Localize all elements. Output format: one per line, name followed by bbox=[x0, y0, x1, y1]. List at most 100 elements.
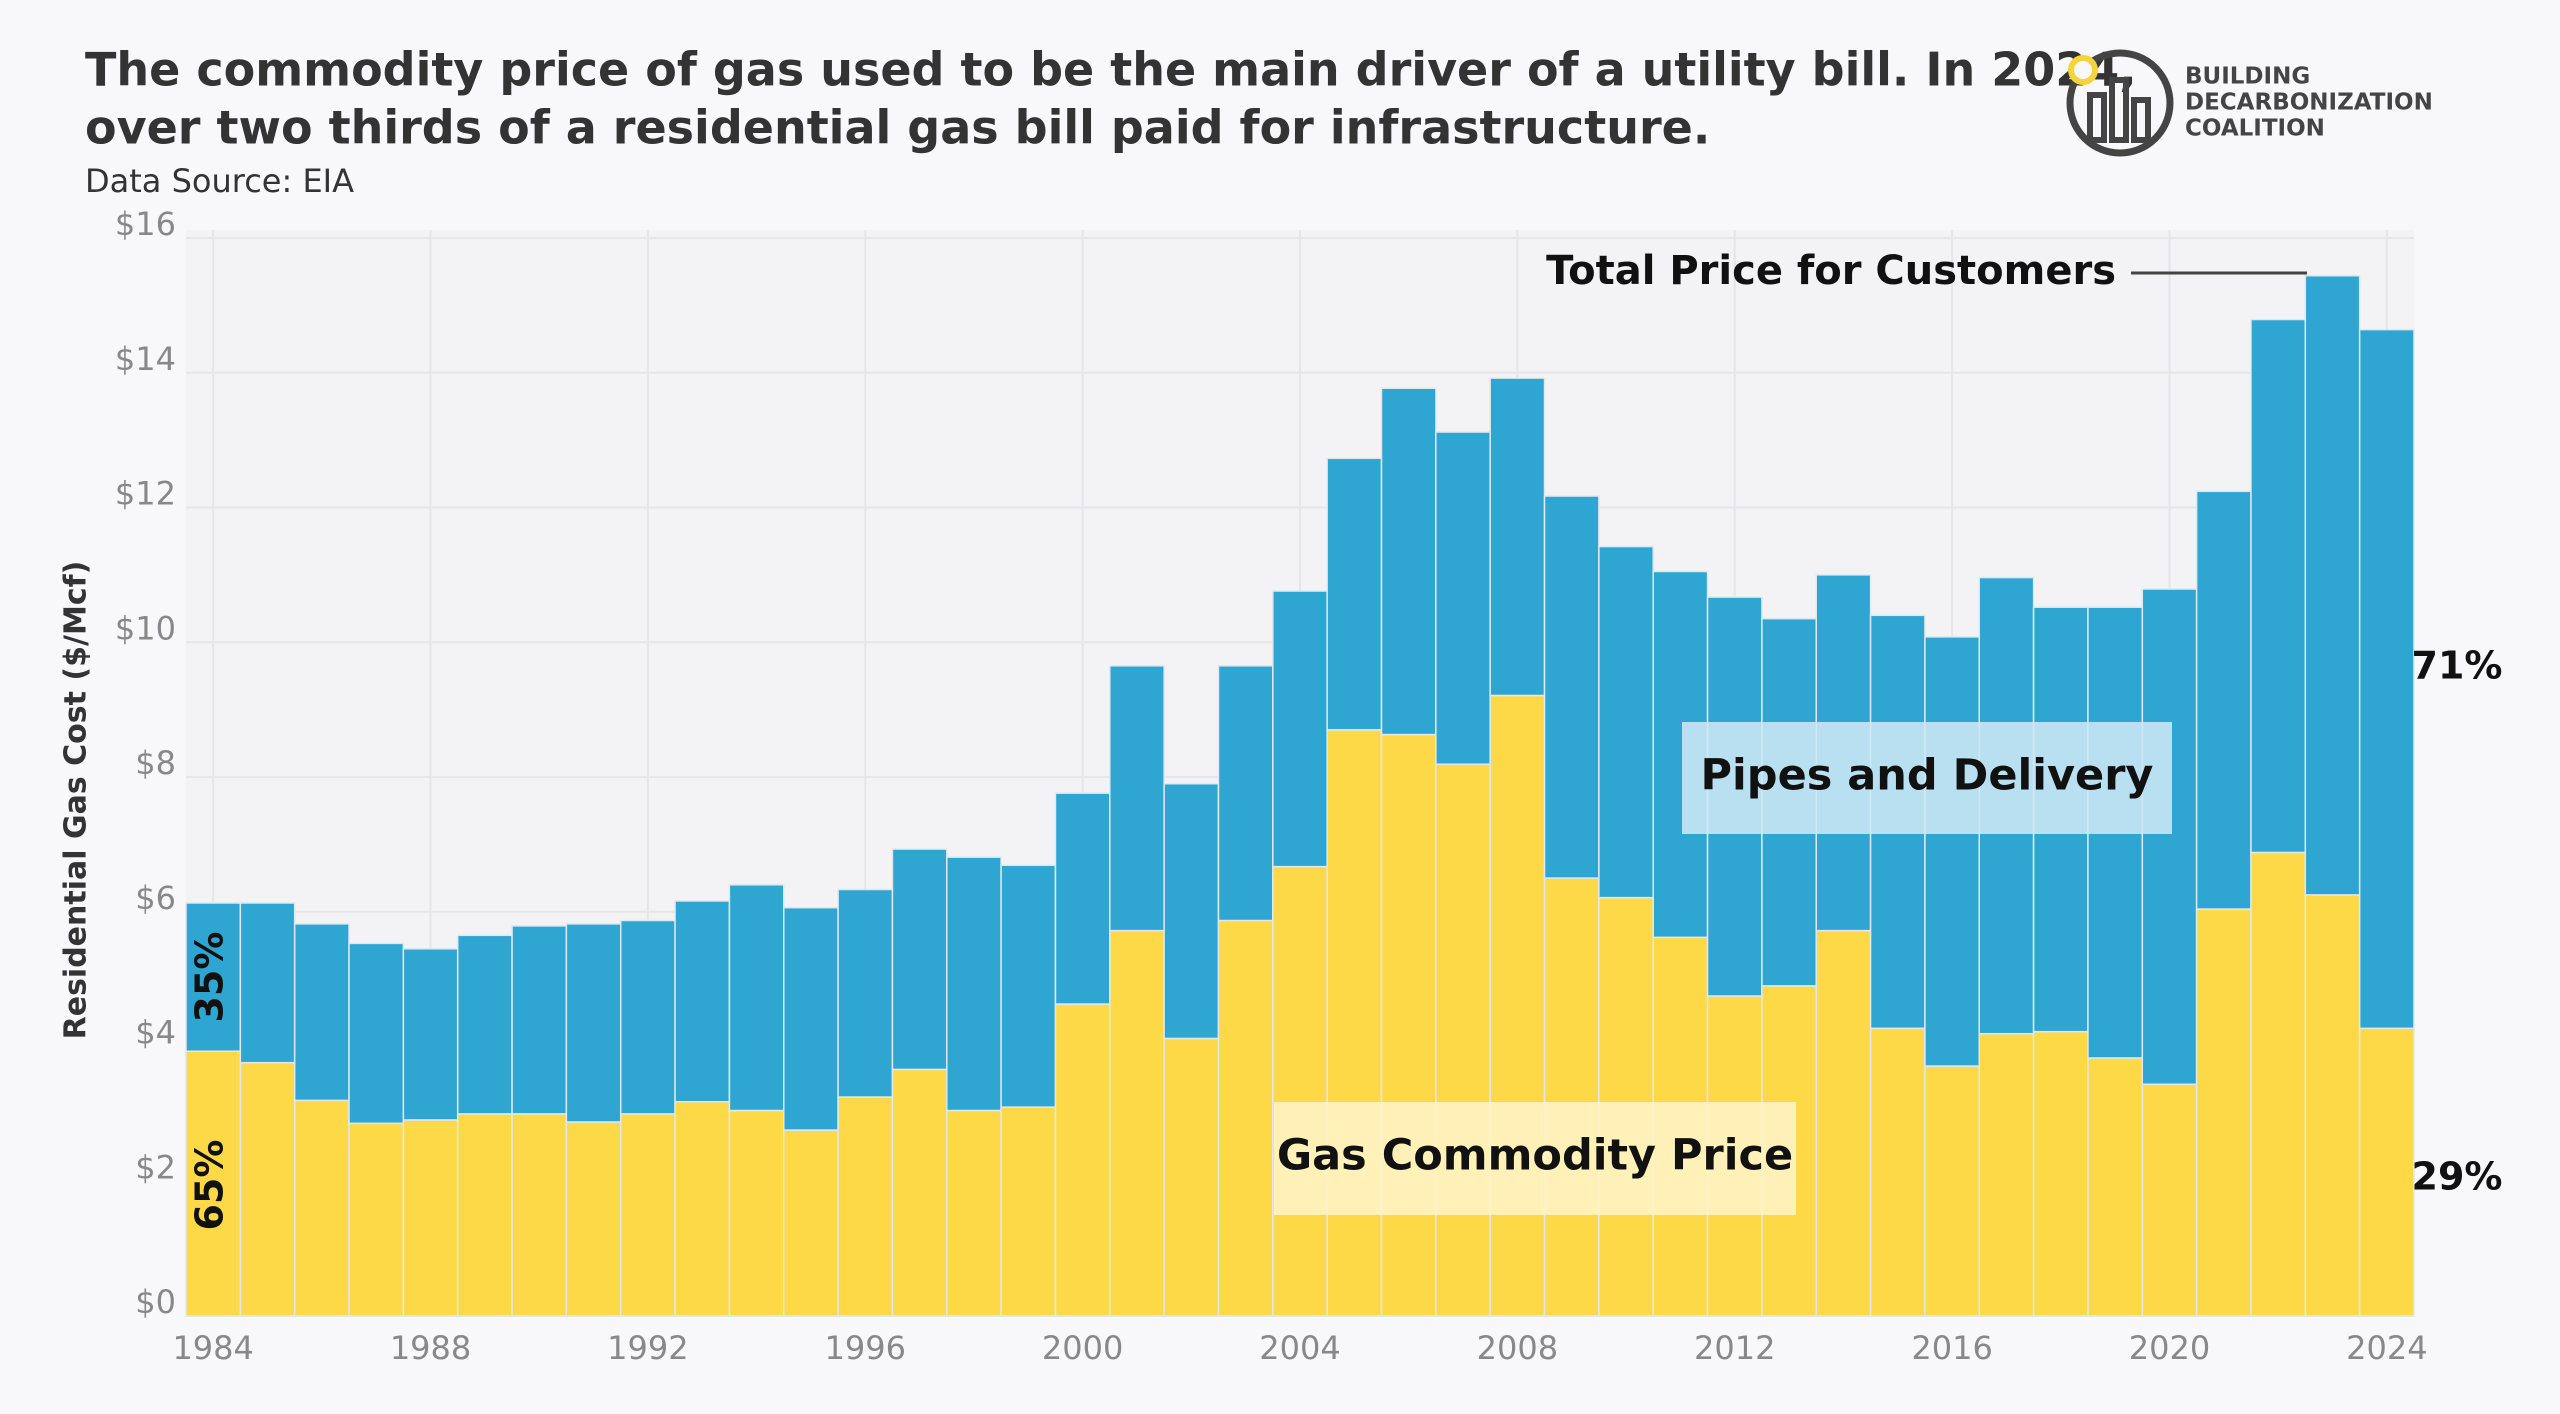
logo-shape bbox=[2087, 92, 2107, 143]
bar-segment bbox=[1272, 865, 1328, 1317]
bar-segment bbox=[837, 888, 894, 1098]
bar-segment bbox=[1000, 864, 1057, 1108]
bar-segment bbox=[1435, 763, 1491, 1317]
x-tick-label: 2000 bbox=[1042, 1329, 1123, 1367]
bar-segment bbox=[2195, 908, 2252, 1317]
bar-segment bbox=[783, 906, 839, 1131]
y-tick-label: $8 bbox=[135, 744, 176, 782]
bar-segment bbox=[239, 902, 296, 1064]
bar-segment bbox=[1217, 665, 1274, 922]
bar-segment bbox=[1489, 694, 1546, 1317]
bar-segment bbox=[1869, 1027, 1926, 1317]
bar-segment bbox=[511, 925, 568, 1115]
bar-segment bbox=[728, 884, 785, 1112]
bar-segment bbox=[1163, 782, 1220, 1040]
bar-segment bbox=[1054, 792, 1111, 1005]
bar-segment bbox=[1978, 1032, 2035, 1317]
annotation: 71% bbox=[2412, 644, 2503, 688]
legend-label: Pipes and Delivery bbox=[1701, 751, 2154, 801]
x-tick-label: 2020 bbox=[2129, 1329, 2210, 1367]
bar-segment bbox=[1380, 387, 1437, 736]
y-tick-label: $6 bbox=[135, 879, 176, 917]
bar-segment bbox=[1815, 929, 1872, 1317]
logo-text: COALITION bbox=[2185, 116, 2325, 142]
y-tick-label: $0 bbox=[135, 1283, 176, 1321]
bar-segment bbox=[2304, 274, 2361, 896]
bar-segment bbox=[1217, 919, 1274, 1317]
bar-segment bbox=[511, 1113, 568, 1317]
bar-segment bbox=[2358, 328, 2415, 1030]
bar-segment bbox=[185, 1050, 242, 1317]
logo-ring bbox=[2066, 49, 2174, 157]
annotation: Total Price for Customers bbox=[1546, 248, 2116, 294]
x-tick-label: 2016 bbox=[1911, 1329, 1992, 1367]
bar-segment bbox=[348, 942, 405, 1125]
annotation: 65% bbox=[188, 1140, 232, 1231]
bar-segment bbox=[402, 948, 459, 1121]
x-tick-label: 2012 bbox=[1694, 1329, 1775, 1367]
bar-segment bbox=[2087, 1057, 2144, 1317]
bar-segment bbox=[1924, 636, 1981, 1067]
logo-text: BUILDING bbox=[2185, 64, 2310, 90]
bar-segment bbox=[348, 1122, 405, 1317]
bar-segment bbox=[1326, 729, 1383, 1317]
logo-shape bbox=[2109, 77, 2129, 143]
bar-segment bbox=[1272, 590, 1328, 868]
bar-segment bbox=[1000, 1106, 1057, 1317]
bar-segment bbox=[1109, 929, 1165, 1317]
bar-segment bbox=[239, 1061, 296, 1317]
chart-subtitle: Data Source: EIA bbox=[85, 162, 354, 200]
legend-label: Gas Commodity Price bbox=[1277, 1131, 1793, 1181]
bar-segment bbox=[293, 1099, 350, 1317]
bar-segment bbox=[1598, 545, 1654, 899]
y-tick-label: $16 bbox=[115, 205, 176, 243]
bar-segment bbox=[1109, 665, 1165, 932]
bar-segment bbox=[293, 923, 350, 1102]
bar-segment bbox=[2250, 318, 2307, 854]
x-tick-label: 1996 bbox=[825, 1329, 906, 1367]
bar-segment bbox=[1054, 1003, 1111, 1317]
bar-segment bbox=[565, 1121, 622, 1317]
y-axis-label: Residential Gas Cost ($/Mcf) bbox=[59, 561, 94, 1040]
bar-segment bbox=[1543, 877, 1600, 1317]
x-tick-label: 1988 bbox=[390, 1329, 471, 1367]
bar-segment bbox=[946, 1109, 1002, 1317]
y-tick-label: $12 bbox=[115, 475, 176, 513]
y-tick-label: $4 bbox=[135, 1014, 176, 1052]
chart-title: over two thirds of a residential gas bil… bbox=[85, 101, 1710, 155]
x-tick-label: 2008 bbox=[1477, 1329, 1558, 1367]
bar-segment bbox=[674, 1100, 731, 1317]
bar-segment bbox=[783, 1129, 839, 1317]
bar-segment bbox=[456, 934, 513, 1115]
chart-title: The commodity price of gas used to be th… bbox=[85, 43, 2137, 97]
bar-segment bbox=[674, 900, 731, 1103]
bar-segment bbox=[402, 1119, 459, 1317]
bar-segment bbox=[946, 856, 1002, 1112]
x-tick-label: 1984 bbox=[172, 1329, 253, 1367]
bar-segment bbox=[2250, 851, 2307, 1317]
bar-segment bbox=[1163, 1037, 1220, 1317]
y-tick-label: $2 bbox=[135, 1148, 176, 1186]
bar-segment bbox=[2195, 490, 2252, 910]
bar-segment bbox=[619, 919, 676, 1115]
bar-segment bbox=[891, 1068, 948, 1317]
logo: BUILDING DECARBONIZATION COALITION bbox=[2066, 49, 2433, 157]
bar-segment bbox=[728, 1109, 785, 1317]
bar-segment bbox=[2032, 1030, 2089, 1317]
y-tick-label: $14 bbox=[115, 340, 176, 378]
logo-text: DECARBONIZATION bbox=[2185, 90, 2433, 116]
bar-segment bbox=[1924, 1065, 1981, 1317]
bar-segment bbox=[2141, 1083, 2198, 1317]
bar-segment bbox=[619, 1113, 676, 1317]
y-tick-label: $10 bbox=[115, 609, 176, 647]
bar-segment bbox=[891, 848, 948, 1071]
bar-segment bbox=[2358, 1027, 2415, 1317]
x-tick-label: 2004 bbox=[1259, 1329, 1340, 1367]
bar-segment bbox=[185, 902, 242, 1052]
bar-segment bbox=[456, 1113, 513, 1317]
bar-segment bbox=[1543, 495, 1600, 879]
bar-segment bbox=[565, 923, 622, 1123]
annotation: 35% bbox=[188, 932, 232, 1023]
